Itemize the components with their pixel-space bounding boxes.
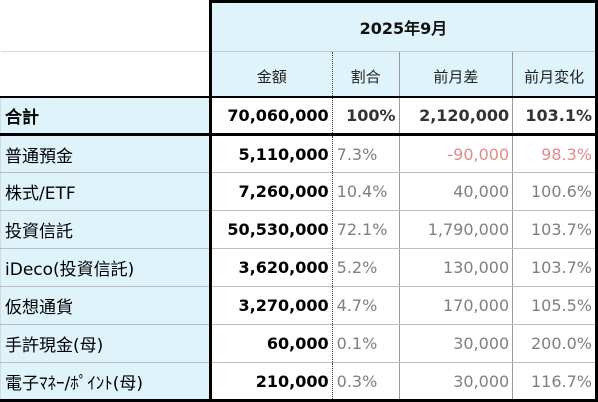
header-amount[interactable]: 金額	[210, 51, 333, 98]
row-amount[interactable]: 50,530,000	[210, 210, 333, 249]
row-label[interactable]: 手許現金(母)	[0, 324, 212, 363]
row-ratio[interactable]: 72.1%	[332, 210, 400, 249]
row-diff[interactable]: 130,000	[399, 248, 514, 287]
row-ratio[interactable]: 0.3%	[332, 362, 400, 402]
total-row: 合計 70,060,000 100% 2,120,000 103.1%	[0, 96, 598, 136]
header-diff[interactable]: 前月差	[399, 51, 514, 98]
row-change[interactable]: 103.7%	[512, 210, 598, 249]
table-row: 投資信託 50,530,000 72.1% 1,790,000 103.7%	[0, 210, 598, 249]
row-diff[interactable]: 1,790,000	[399, 210, 514, 249]
row-ratio[interactable]: 4.7%	[332, 286, 400, 325]
table-row: 電子ﾏﾈｰ/ﾎﾟｲﾝﾄ(母) 210,000 0.3% 30,000 116.7…	[0, 362, 598, 402]
row-amount[interactable]: 210,000	[210, 362, 333, 402]
row-label[interactable]: 普通預金	[0, 134, 212, 173]
row-diff[interactable]: -90,000	[399, 134, 514, 173]
row-change[interactable]: 200.0%	[512, 324, 598, 363]
row-ratio[interactable]: 0.1%	[332, 324, 400, 363]
total-change[interactable]: 103.1%	[512, 96, 598, 136]
header-ratio[interactable]: 割合	[332, 51, 400, 98]
total-ratio[interactable]: 100%	[332, 96, 400, 136]
header-row: 金額 割合 前月差 前月変化	[0, 51, 598, 98]
row-change[interactable]: 105.5%	[512, 286, 598, 325]
header-change[interactable]: 前月変化	[512, 51, 598, 98]
row-diff[interactable]: 30,000	[399, 324, 514, 363]
period-title[interactable]: 2025年9月	[210, 0, 598, 52]
row-amount[interactable]: 3,270,000	[210, 286, 333, 325]
table-row: 株式/ETF 7,260,000 10.4% 40,000 100.6%	[0, 172, 598, 211]
total-amount[interactable]: 70,060,000	[210, 96, 333, 136]
total-diff[interactable]: 2,120,000	[399, 96, 514, 136]
row-label[interactable]: 電子ﾏﾈｰ/ﾎﾟｲﾝﾄ(母)	[0, 362, 212, 402]
row-label[interactable]: 投資信託	[0, 210, 212, 249]
table-row: 仮想通貨 3,270,000 4.7% 170,000 105.5%	[0, 286, 598, 325]
row-amount[interactable]: 3,620,000	[210, 248, 333, 287]
row-amount[interactable]: 60,000	[210, 324, 333, 363]
row-label[interactable]: 仮想通貨	[0, 286, 212, 325]
row-amount[interactable]: 7,260,000	[210, 172, 333, 211]
row-ratio[interactable]: 7.3%	[332, 134, 400, 173]
row-change[interactable]: 116.7%	[512, 362, 598, 402]
row-diff[interactable]: 30,000	[399, 362, 514, 402]
row-amount[interactable]: 5,110,000	[210, 134, 333, 173]
row-change[interactable]: 100.6%	[512, 172, 598, 211]
table-row: iDeco(投資信託) 3,620,000 5.2% 130,000 103.7…	[0, 248, 598, 287]
row-change[interactable]: 98.3%	[512, 134, 598, 173]
table-row: 普通預金 5,110,000 7.3% -90,000 98.3%	[0, 134, 598, 173]
table-row: 手許現金(母) 60,000 0.1% 30,000 200.0%	[0, 324, 598, 363]
cell-blank-a2[interactable]	[0, 51, 212, 98]
row-label[interactable]: iDeco(投資信託)	[0, 248, 212, 287]
row-ratio[interactable]: 5.2%	[332, 248, 400, 287]
row-change[interactable]: 103.7%	[512, 248, 598, 287]
row-label[interactable]: 株式/ETF	[0, 172, 212, 211]
cell-blank-a1[interactable]	[0, 1, 212, 52]
row-diff[interactable]: 40,000	[399, 172, 514, 211]
total-label[interactable]: 合計	[0, 96, 212, 136]
row-ratio[interactable]: 10.4%	[332, 172, 400, 211]
title-row: 2025年9月	[0, 0, 598, 52]
row-diff[interactable]: 170,000	[399, 286, 514, 325]
